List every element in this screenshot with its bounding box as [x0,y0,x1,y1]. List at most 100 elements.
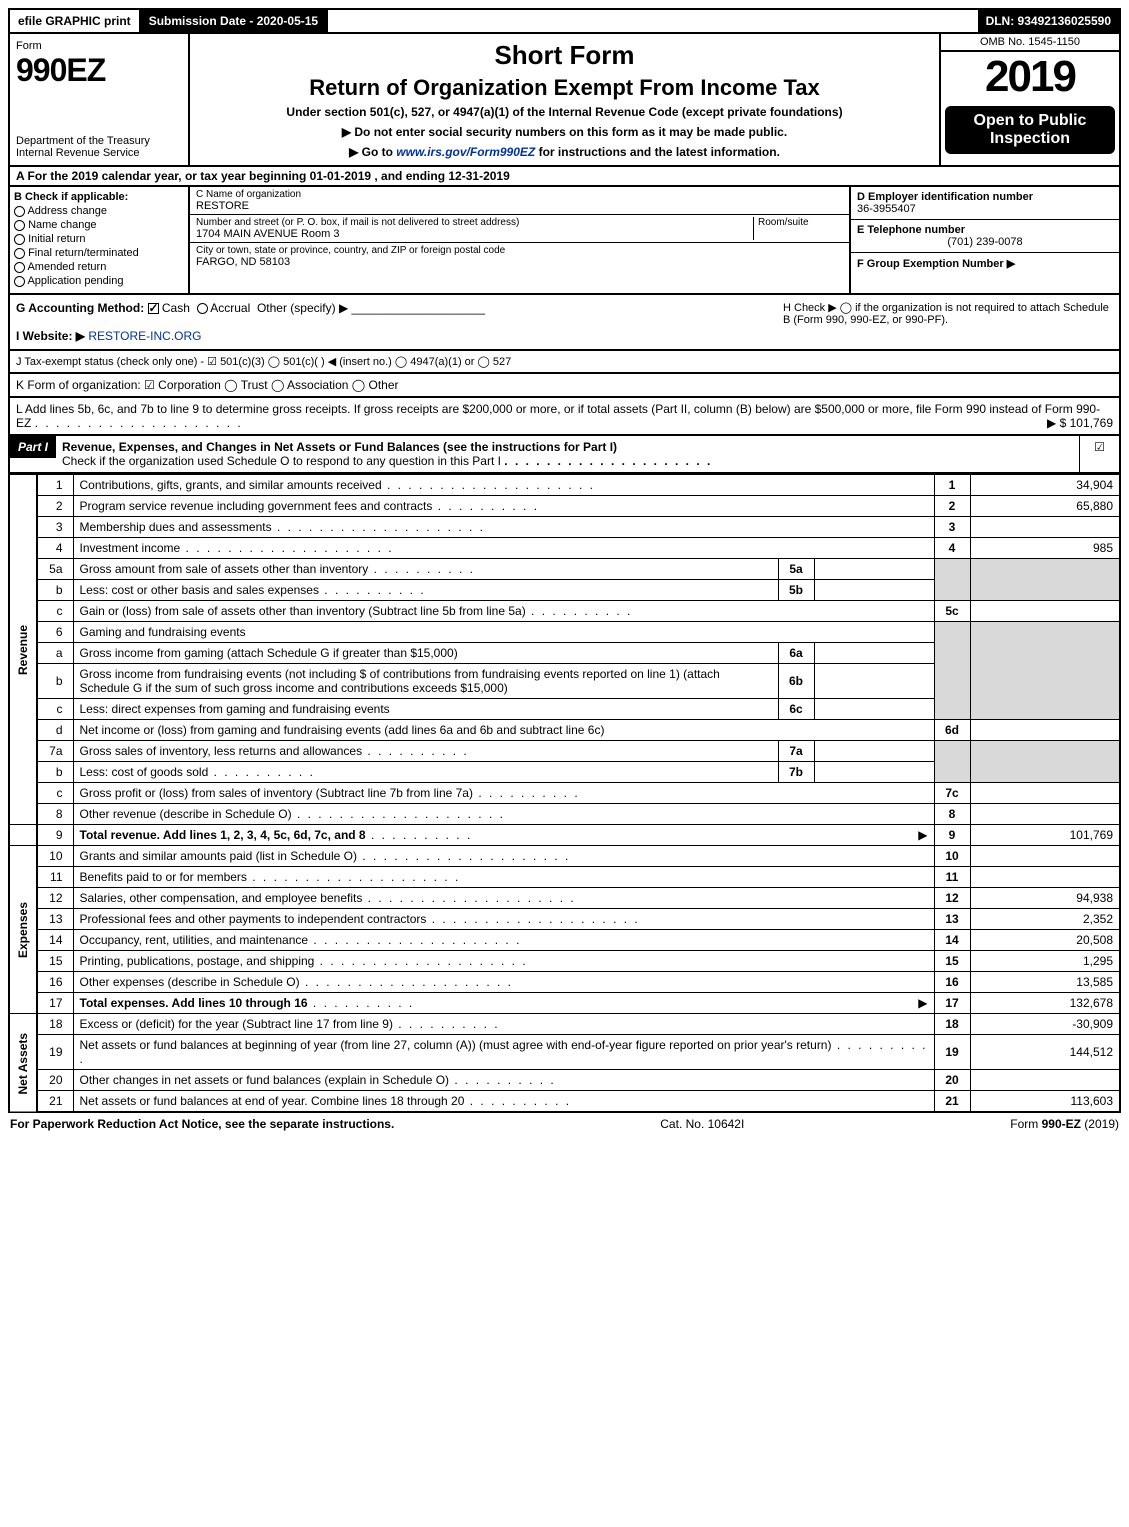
chk-final-return[interactable]: Final return/terminated [14,247,184,259]
header-center: Short Form Return of Organization Exempt… [190,34,939,165]
line-21-amt: 113,603 [970,1091,1120,1113]
under-section: Under section 501(c), 527, or 4947(a)(1)… [196,105,933,119]
line-19-amt: 144,512 [970,1035,1120,1070]
line-6a-sub: 6a [778,643,814,664]
line-19-desc: Net assets or fund balances at beginning… [73,1035,934,1070]
side-spacer [9,825,37,846]
ein-value: 36-3955407 [857,203,916,215]
line-6d-desc: Net income or (loss) from gaming and fun… [73,720,934,741]
other-specify: Other (specify) ▶ [257,301,348,315]
row-j-tax-exempt: J Tax-exempt status (check only one) - ☑… [8,351,1121,374]
lines-table: Revenue 1 Contributions, gifts, grants, … [8,474,1121,1113]
box-b-title: B Check if applicable: [14,191,128,203]
line-4-col: 4 [934,538,970,559]
efile-print[interactable]: efile GRAPHIC print [10,10,141,32]
row-l-amount: ▶ $ 101,769 [1047,416,1113,430]
ein-label: D Employer identification number [857,191,1033,203]
line-1-col: 1 [934,475,970,496]
chk-initial-return[interactable]: Initial return [14,233,184,245]
line-6d-num: d [37,720,73,741]
form-header: Form 990EZ Department of the Treasury In… [8,34,1121,167]
line-2-amt: 65,880 [970,496,1120,517]
part-i-header-row: Part I Revenue, Expenses, and Changes in… [8,436,1121,474]
line-10-col: 10 [934,846,970,867]
phone-cell: E Telephone number (701) 239-0078 [851,220,1119,253]
line-7b-sub: 7b [778,762,814,783]
line-9-col: 9 [934,825,970,846]
line-9-num: 9 [37,825,73,846]
line-14-num: 14 [37,930,73,951]
dln: DLN: 93492136025590 [978,10,1119,32]
line-7c-amt [970,783,1120,804]
line-8-desc: Other revenue (describe in Schedule O) [73,804,934,825]
line-5c-desc: Gain or (loss) from sale of assets other… [73,601,934,622]
part-i-label: Part I [10,436,56,458]
goto-link[interactable]: ▶ Go to www.irs.gov/Form990EZ for instru… [196,145,933,159]
line-6b-desc: Gross income from fundraising events (no… [73,664,778,699]
line-21-col: 21 [934,1091,970,1113]
chk-amended-return[interactable]: Amended return [14,261,184,273]
line-5a-sub: 5a [778,559,814,580]
line-1-amt: 34,904 [970,475,1120,496]
line-6d-col: 6d [934,720,970,741]
chk-address-change[interactable]: Address change [14,205,184,217]
line-4-desc: Investment income [73,538,934,559]
header-left: Form 990EZ Department of the Treasury In… [10,34,190,165]
address-label: Number and street (or P. O. box, if mail… [196,217,753,228]
line-15-amt: 1,295 [970,951,1120,972]
side-label-revenue: Revenue [9,475,37,825]
line-21-desc: Net assets or fund balances at end of ye… [73,1091,934,1113]
submission-date: Submission Date - 2020-05-15 [141,10,328,32]
website-link[interactable]: RESTORE-INC.ORG [88,329,201,343]
line-3-desc: Membership dues and assessments [73,517,934,538]
line-7c-desc: Gross profit or (loss) from sales of inv… [73,783,934,804]
line-8-col: 8 [934,804,970,825]
website-label: I Website: ▶ [16,329,85,343]
group-exemption-label: F Group Exemption Number ▶ [857,258,1015,270]
col-d-ids: D Employer identification number 36-3955… [849,187,1119,293]
line-13-num: 13 [37,909,73,930]
line-11-desc: Benefits paid to or for members [73,867,934,888]
page-footer: For Paperwork Reduction Act Notice, see … [8,1113,1121,1135]
chk-accrual[interactable] [197,303,208,314]
chk-cash[interactable] [148,303,159,314]
irs-link[interactable]: www.irs.gov/Form990EZ [396,145,535,159]
line-16-desc: Other expenses (describe in Schedule O) [73,972,934,993]
line-6c-desc: Less: direct expenses from gaming and fu… [73,699,778,720]
line-7b-num: b [37,762,73,783]
line-20-desc: Other changes in net assets or fund bala… [73,1070,934,1091]
line-6d-amt [970,720,1120,741]
line-3-col: 3 [934,517,970,538]
line-6b-num: b [37,664,73,699]
org-address: 1704 MAIN AVENUE Room 3 [196,228,753,240]
line-7ab-shade [934,741,970,783]
line-16-num: 16 [37,972,73,993]
org-name: RESTORE [196,200,843,212]
footer-cat: Cat. No. 10642I [660,1117,744,1131]
org-address-row: Number and street (or P. O. box, if mail… [190,215,849,243]
line-3-num: 3 [37,517,73,538]
line-12-desc: Salaries, other compensation, and employ… [73,888,934,909]
line-18-num: 18 [37,1014,73,1035]
line-6a-num: a [37,643,73,664]
department: Department of the Treasury Internal Reve… [16,135,182,159]
line-20-col: 20 [934,1070,970,1091]
line-5b-desc: Less: cost or other basis and sales expe… [73,580,778,601]
line-6a-desc: Gross income from gaming (attach Schedul… [73,643,778,664]
chk-application-pending[interactable]: Application pending [14,275,184,287]
org-name-cell: C Name of organization RESTORE [190,187,849,215]
line-15-col: 15 [934,951,970,972]
chk-name-change[interactable]: Name change [14,219,184,231]
line-6b-subval [814,664,934,699]
room-suite-label: Room/suite [758,217,843,228]
line-5b-num: b [37,580,73,601]
line-7a-desc: Gross sales of inventory, less returns a… [73,741,778,762]
omb-number: OMB No. 1545-1150 [941,34,1119,52]
return-title: Return of Organization Exempt From Incom… [196,75,933,101]
header-right: OMB No. 1545-1150 2019 Open to Public In… [939,34,1119,165]
line-5a-subval [814,559,934,580]
line-6c-subval [814,699,934,720]
line-5b-subval [814,580,934,601]
row-h: H Check ▶ ◯ if the organization is not r… [783,301,1113,343]
part-i-checkbox[interactable]: ☑ [1079,436,1119,472]
